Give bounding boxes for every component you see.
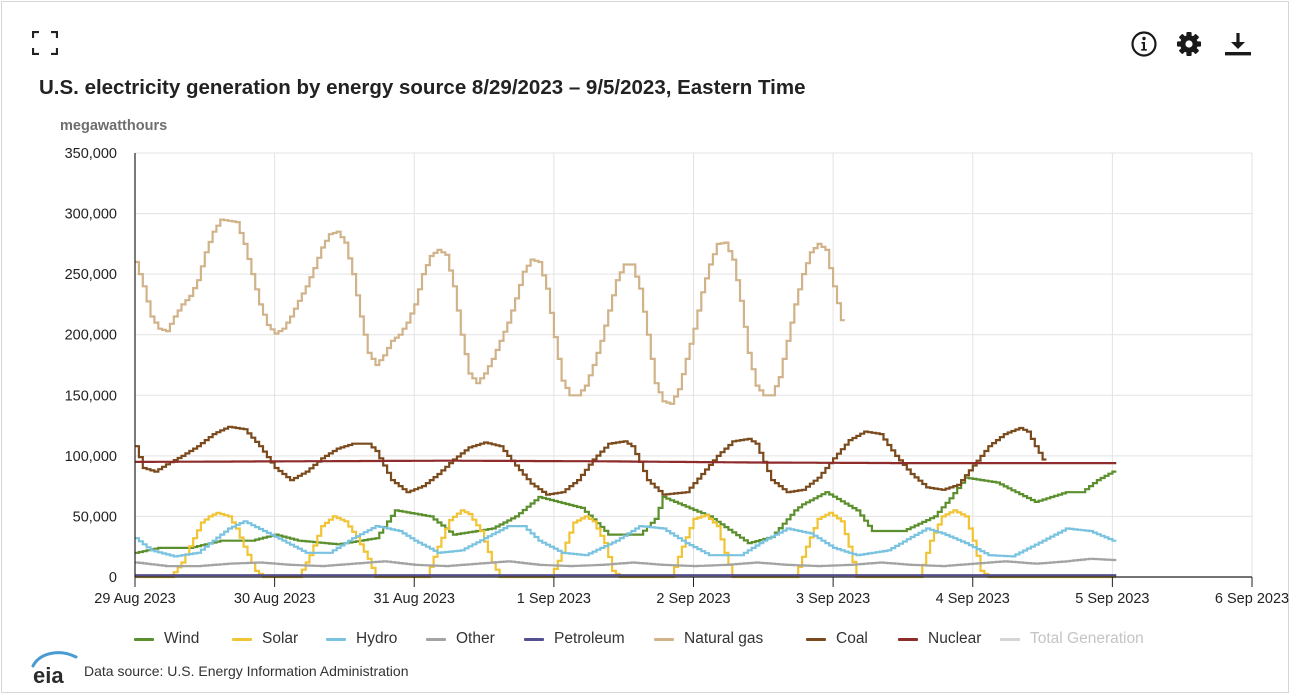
legend-swatch (232, 637, 252, 641)
x-tick-label: 30 Aug 2023 (234, 591, 315, 607)
x-tick-label: 4 Sep 2023 (936, 591, 1010, 607)
legend-item-nuclear[interactable]: Nuclear (898, 630, 981, 648)
y-tick-label: 50,000 (73, 509, 117, 525)
y-tick-label: 250,000 (65, 267, 117, 283)
legend-item-hydro[interactable]: Hydro (326, 630, 397, 648)
x-tick-label: 6 Sep 2023 (1215, 591, 1289, 607)
series-lines (135, 218, 1117, 579)
x-tick-label: 1 Sep 2023 (517, 591, 591, 607)
legend-label: Natural gas (684, 630, 764, 647)
y-tick-label: 200,000 (65, 328, 117, 344)
legend-swatch (134, 637, 154, 641)
data-source-text: Data source: U.S. Energy Information Adm… (84, 663, 409, 679)
series-line-hydro (135, 520, 1117, 558)
y-tick-label: 100,000 (65, 449, 117, 465)
legend-swatch (806, 637, 826, 641)
x-tick-label: 29 Aug 2023 (94, 591, 175, 607)
info-icon[interactable] (1130, 30, 1158, 58)
chart-title: U.S. electricity generation by energy so… (39, 76, 806, 99)
eia-logo: eia (31, 651, 78, 686)
y-tick-label: 350,000 (65, 146, 117, 162)
y-tick-label: 150,000 (65, 388, 117, 404)
series-line-natural-gas (135, 218, 845, 405)
legend-label: Wind (164, 630, 200, 647)
legend-swatch (654, 637, 674, 641)
legend-swatch (898, 637, 918, 641)
legend-swatch (426, 637, 446, 641)
legend-item-solar[interactable]: Solar (232, 630, 298, 648)
x-tick-label: 5 Sep 2023 (1075, 591, 1149, 607)
legend-item-natural-gas[interactable]: Natural gas (654, 630, 763, 648)
series-line-other (135, 557, 1117, 568)
legend-swatch (326, 637, 346, 641)
series-line-coal (135, 425, 1047, 496)
legend-label: Other (456, 630, 495, 647)
x-tick-label: 2 Sep 2023 (656, 591, 730, 607)
chart-axes: 0 50,000 100,000 150,000 200,000 250,000 300,0… (65, 146, 1290, 607)
legend-swatch (1000, 637, 1020, 641)
chart-grid (134, 152, 1253, 578)
legend-label: Hydro (356, 630, 398, 647)
legend-label: Solar (262, 630, 299, 647)
legend-item-petroleum[interactable]: Petroleum (524, 630, 625, 648)
legend-item-other[interactable]: Other (426, 630, 495, 648)
gear-icon[interactable] (1175, 30, 1203, 58)
legend-swatch (524, 637, 544, 641)
x-tick-label: 3 Sep 2023 (796, 591, 870, 607)
eia-logo-text: eia (33, 663, 64, 686)
legend-item-wind[interactable]: Wind (134, 630, 199, 648)
legend-label: Total Generation (1030, 630, 1144, 647)
series-line-nuclear (135, 459, 1117, 465)
y-axis-unit-label: megawatthours (60, 118, 168, 134)
y-tick-label: 300,000 (65, 207, 117, 223)
legend-item-coal[interactable]: Coal (806, 630, 868, 648)
legend-item-total-generation[interactable]: Total Generation (1000, 630, 1144, 648)
legend-label: Petroleum (554, 630, 625, 647)
legend-label: Coal (836, 630, 868, 647)
y-tick-label: 0 (109, 570, 117, 586)
expand-icon[interactable] (32, 31, 58, 55)
download-icon[interactable] (1224, 30, 1252, 58)
legend-label: Nuclear (928, 630, 982, 647)
x-tick-label: 31 Aug 2023 (374, 591, 455, 607)
